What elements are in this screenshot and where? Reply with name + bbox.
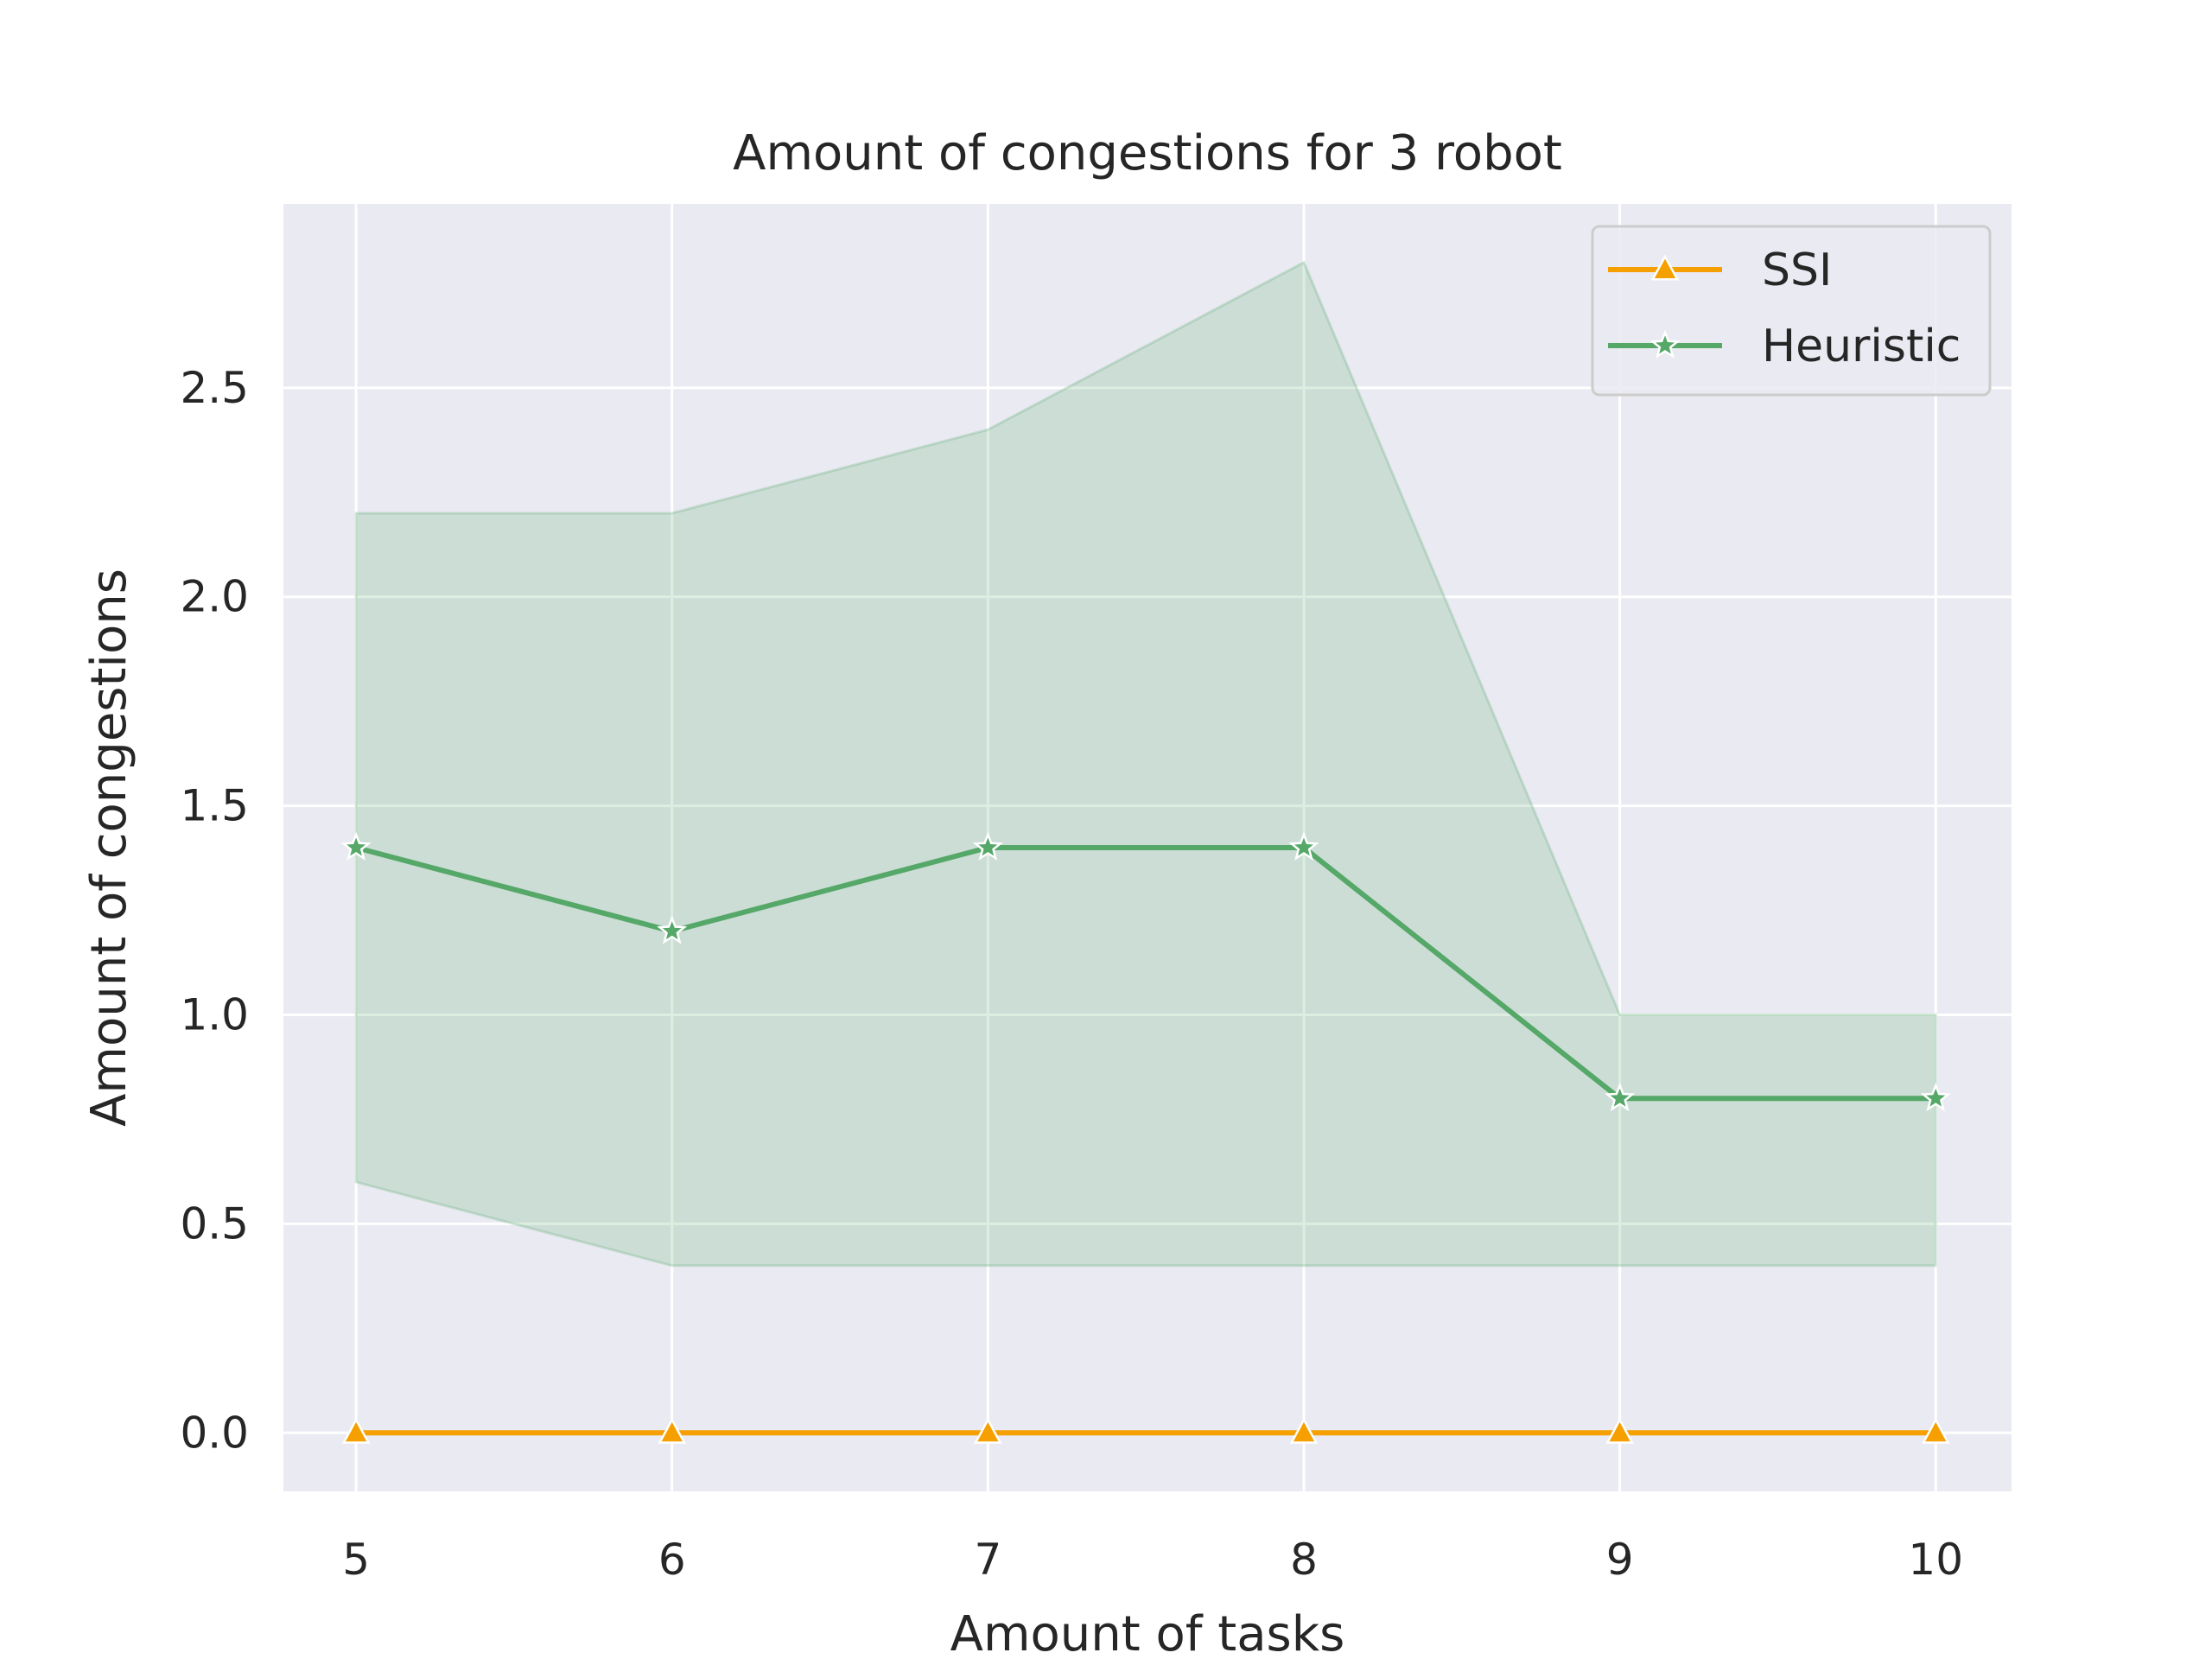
series-markers — [340, 831, 1951, 1444]
legend-ssi-marker — [1650, 254, 1680, 281]
heuristic-marker — [972, 831, 1003, 861]
x-tick-label: 7 — [974, 1535, 1001, 1585]
x-axis-label: Amount of tasks — [950, 1606, 1345, 1659]
legend-heuristic-marker — [1649, 329, 1681, 359]
ssi-marker — [1921, 1417, 1950, 1444]
x-tick-label: 5 — [342, 1535, 370, 1585]
chart-title: Amount of congestions for 3 robot — [733, 125, 1562, 181]
y-tick-label: 0.5 — [180, 1198, 249, 1249]
ssi-marker — [341, 1417, 371, 1444]
x-tick-labels: 5 6 7 8 9 10 — [342, 1535, 1963, 1585]
heuristic-marker — [657, 915, 688, 944]
heuristic-marker — [1920, 1082, 1951, 1112]
ssi-marker — [658, 1417, 687, 1444]
y-tick-label: 0.0 — [180, 1408, 249, 1458]
y-tick-label: 2.5 — [180, 363, 249, 413]
series-lines — [355, 845, 1936, 1436]
x-tick-label: 6 — [658, 1535, 686, 1585]
y-tick-labels: 0.0 0.5 1.0 1.5 2.0 2.5 — [180, 363, 249, 1458]
y-axis-label: Amount of congestions — [81, 569, 137, 1127]
x-tick-label: 9 — [1606, 1535, 1634, 1585]
heuristic-marker — [340, 831, 372, 861]
ssi-marker — [1289, 1417, 1319, 1444]
legend-heuristic-label: Heuristic — [1762, 321, 1961, 372]
ssi-marker — [974, 1417, 1002, 1444]
heuristic-marker — [1288, 831, 1319, 861]
legend-ssi-label: SSI — [1762, 245, 1832, 296]
heuristic-confidence-band — [354, 260, 1937, 1268]
x-tick-label: 8 — [1290, 1535, 1318, 1585]
x-tick-label: 10 — [1908, 1535, 1963, 1585]
confidence-bands — [354, 260, 1937, 1268]
y-tick-label: 1.0 — [180, 990, 249, 1040]
y-tick-label: 1.5 — [180, 781, 249, 831]
ssi-marker — [1605, 1417, 1634, 1444]
heuristic-marker — [1605, 1082, 1636, 1112]
legend: SSI Heuristic — [1591, 225, 1992, 397]
heuristic-line — [355, 845, 1936, 1102]
y-tick-label: 2.0 — [180, 572, 249, 622]
